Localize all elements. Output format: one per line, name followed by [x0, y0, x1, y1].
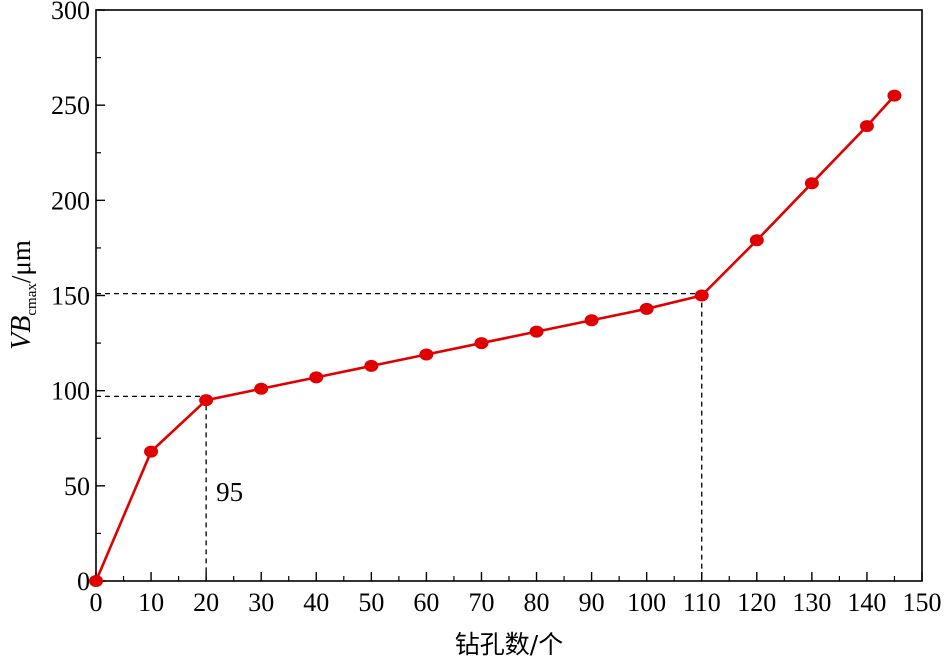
y-tick-label: 200 — [51, 186, 90, 215]
y-axis-title-main: VB — [6, 316, 37, 350]
data-point — [859, 120, 874, 133]
x-tick-label: 20 — [193, 588, 219, 617]
data-point — [694, 289, 709, 302]
x-tick-label: 10 — [138, 588, 164, 617]
data-point — [529, 325, 544, 338]
x-tick-label: 0 — [90, 588, 103, 617]
annotation-label: 95 — [216, 477, 243, 507]
x-tick-label: 40 — [303, 588, 329, 617]
y-tick-label: 50 — [64, 472, 90, 501]
x-tick-label: 100 — [627, 588, 666, 617]
data-point — [89, 575, 103, 587]
data-point — [474, 337, 489, 350]
x-tick-label: 60 — [413, 588, 439, 617]
data-series — [89, 89, 902, 587]
annotations: 95 — [216, 477, 243, 507]
y-tick-label: 150 — [51, 282, 90, 311]
data-point — [584, 314, 599, 327]
x-tick-label: 30 — [248, 588, 274, 617]
y-tick-label: 250 — [51, 91, 90, 120]
x-tick-label: 150 — [903, 588, 942, 617]
data-point — [144, 445, 159, 458]
data-point — [419, 348, 434, 361]
x-tick-label: 130 — [792, 588, 831, 617]
x-tick-label: 50 — [358, 588, 384, 617]
x-tick-label: 80 — [524, 588, 550, 617]
data-point — [804, 177, 819, 190]
data-point — [887, 89, 902, 102]
y-tick-label: 100 — [51, 377, 90, 406]
y-tick-label: 0 — [77, 567, 90, 596]
data-point — [254, 382, 269, 395]
x-tick-label: 140 — [847, 588, 886, 617]
x-axis-ticks: 0 10 20 30 40 50 60 70 80 90 100 110 120 130 140 150 — [90, 572, 942, 617]
y-axis-title-unit: /μm — [6, 240, 36, 283]
y-axis-ticks: 0 50 100 150 200 250 300 — [51, 0, 105, 596]
data-point — [639, 302, 654, 315]
data-point — [199, 394, 214, 407]
data-point — [309, 371, 324, 384]
data-point — [364, 359, 379, 372]
x-tick-label: 120 — [737, 588, 776, 617]
y-axis-title-subscript: cmax — [24, 283, 40, 316]
x-axis-title: 钻孔数/个 — [455, 630, 563, 659]
x-tick-label: 90 — [579, 588, 605, 617]
data-point — [749, 234, 764, 247]
series-line — [94, 94, 896, 582]
y-axis-title: VBcmax/μm — [6, 240, 40, 350]
x-tick-label: 70 — [468, 588, 494, 617]
reference-lines — [96, 292, 703, 581]
x-tick-label: 110 — [683, 588, 721, 617]
y-tick-label: 300 — [51, 0, 90, 25]
